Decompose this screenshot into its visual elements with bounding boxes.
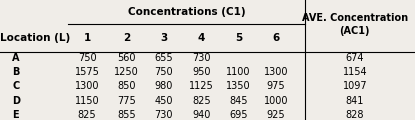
Text: 825: 825 [192, 96, 210, 106]
Text: B: B [12, 67, 20, 77]
Text: 855: 855 [117, 110, 136, 120]
Text: 450: 450 [155, 96, 173, 106]
Text: 730: 730 [155, 110, 173, 120]
Text: 695: 695 [229, 110, 248, 120]
Text: 1300: 1300 [264, 67, 288, 77]
Text: 1150: 1150 [75, 96, 100, 106]
Text: 975: 975 [267, 81, 285, 91]
Text: 1100: 1100 [226, 67, 251, 77]
Text: 825: 825 [78, 110, 96, 120]
Text: 980: 980 [155, 81, 173, 91]
Text: 845: 845 [229, 96, 248, 106]
Text: 750: 750 [78, 53, 96, 63]
Text: 1350: 1350 [226, 81, 251, 91]
Text: 1300: 1300 [75, 81, 100, 91]
Text: AVE. Concentration
(AC1): AVE. Concentration (AC1) [302, 13, 408, 36]
Text: 6: 6 [272, 33, 280, 43]
Text: 925: 925 [267, 110, 285, 120]
Text: 1154: 1154 [342, 67, 367, 77]
Text: 750: 750 [155, 67, 173, 77]
Text: 3: 3 [160, 33, 168, 43]
Text: 1: 1 [83, 33, 91, 43]
Text: 730: 730 [192, 53, 210, 63]
Text: 850: 850 [117, 81, 136, 91]
Text: 4: 4 [198, 33, 205, 43]
Text: 841: 841 [346, 96, 364, 106]
Text: A: A [12, 53, 20, 63]
Text: 828: 828 [346, 110, 364, 120]
Text: 1575: 1575 [75, 67, 100, 77]
Text: 1250: 1250 [114, 67, 139, 77]
Text: 5: 5 [235, 33, 242, 43]
Text: D: D [12, 96, 20, 106]
Text: 655: 655 [155, 53, 173, 63]
Text: 2: 2 [123, 33, 130, 43]
Text: 1097: 1097 [342, 81, 367, 91]
Text: Location (L): Location (L) [0, 33, 71, 43]
Text: 775: 775 [117, 96, 136, 106]
Text: C: C [12, 81, 20, 91]
Text: 950: 950 [192, 67, 210, 77]
Text: 1000: 1000 [264, 96, 288, 106]
Text: Concentrations (C1): Concentrations (C1) [128, 7, 246, 17]
Text: 940: 940 [192, 110, 210, 120]
Text: 1125: 1125 [189, 81, 214, 91]
Text: E: E [12, 110, 19, 120]
Text: 674: 674 [346, 53, 364, 63]
Text: 560: 560 [117, 53, 136, 63]
